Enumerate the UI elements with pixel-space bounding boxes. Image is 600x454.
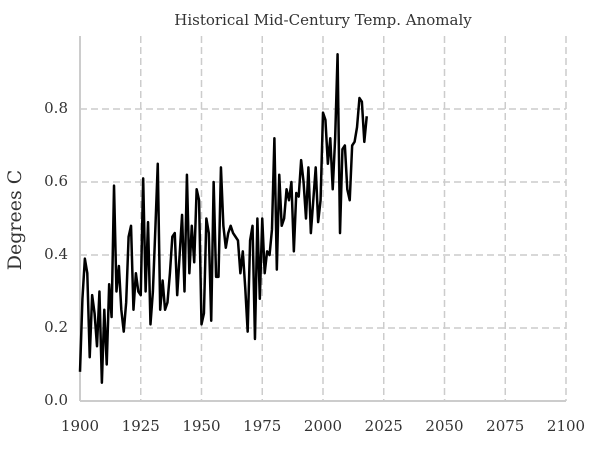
x-tick-label: 1900 <box>61 417 99 435</box>
x-tick-label: 2075 <box>486 417 524 435</box>
data-line <box>78 53 368 384</box>
x-tick-label: 1950 <box>182 417 220 435</box>
x-tick-label: 1975 <box>243 417 281 435</box>
x-tick-label: 1925 <box>122 417 160 435</box>
y-tick-label: 0.6 <box>44 172 68 190</box>
y-tick-label: 0.8 <box>44 99 68 117</box>
y-axis-label: Degrees C <box>4 170 26 271</box>
y-tick-label: 0.0 <box>44 391 68 409</box>
y-tick-label: 0.2 <box>44 318 68 336</box>
x-tick-label: 2025 <box>365 417 403 435</box>
chart-title: Historical Mid-Century Temp. Anomaly <box>174 11 472 29</box>
y-tick-label: 0.4 <box>44 245 68 263</box>
x-tick-label: 2050 <box>425 417 463 435</box>
x-tick-label: 2100 <box>547 417 585 435</box>
x-tick-label: 2000 <box>304 417 342 435</box>
